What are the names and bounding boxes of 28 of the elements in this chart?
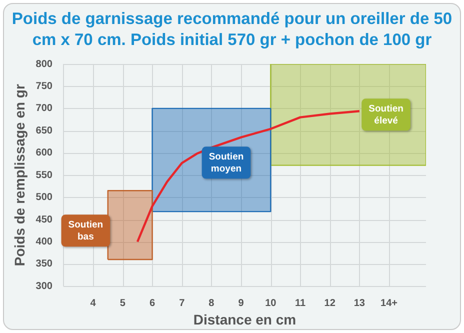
x-tick-label: 7	[179, 298, 186, 309]
x-tick-label: 11	[294, 298, 306, 309]
y-axis-title: Poids de remplissage en gr	[11, 84, 28, 266]
series-label: Soutien élevé	[368, 103, 404, 126]
x-tick-label: 14+	[380, 298, 398, 309]
x-tick-label: 5	[120, 298, 126, 309]
y-tick-label: 600	[36, 148, 53, 159]
x-tick-label: 12	[324, 298, 336, 309]
y-tick-label: 400	[36, 236, 53, 248]
y-tick-label: 700	[36, 103, 53, 114]
y-tick-label: 300	[36, 280, 53, 292]
x-tick-label: 13	[354, 298, 366, 309]
y-tick-label: 500	[36, 192, 53, 204]
y-tick-label: 550	[36, 170, 53, 181]
y-tick-label: 800	[36, 58, 53, 70]
y-tick-label: 450	[36, 214, 53, 226]
y-tick-label: 650	[36, 125, 53, 136]
y-tick-label: 350	[36, 258, 53, 270]
y-tick-label: 750	[36, 80, 53, 92]
chart-title: Poids de garnissage recommandé pour un oreiller de 50 cm x 70 cm. Poids initial 570 gr + pochon de 100 gr	[10, 9, 454, 51]
x-axis-title: Distance en cm	[193, 311, 296, 328]
x-tick-label: 9	[238, 298, 244, 309]
series-label: Soutien moyen	[208, 151, 244, 174]
x-tick-label: 4	[90, 298, 96, 309]
x-tick-label: 6	[149, 298, 156, 309]
x-tick-label: 8	[208, 298, 215, 309]
x-tick-label: 10	[265, 298, 277, 309]
series-label: Soutien bas	[68, 219, 104, 242]
